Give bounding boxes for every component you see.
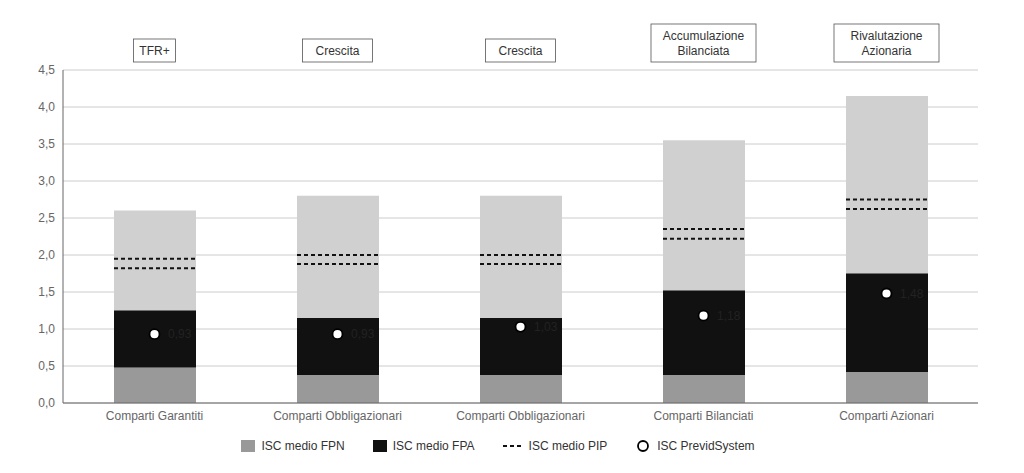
- svg-text:Comparti Garantiti: Comparti Garantiti: [106, 409, 203, 423]
- svg-text:Comparti Bilanciati: Comparti Bilanciati: [653, 409, 753, 423]
- svg-text:4,0: 4,0: [38, 100, 55, 114]
- svg-text:1,0: 1,0: [38, 322, 55, 336]
- svg-text:1,03: 1,03: [534, 320, 558, 334]
- svg-text:4,5: 4,5: [38, 63, 55, 77]
- html-text:ISC PrevidSystem: ISC PrevidSystem: [657, 439, 755, 453]
- html-text:ISC medio PIP: ISC medio PIP: [528, 439, 608, 453]
- svg-text:Comparti Obbligazionari: Comparti Obbligazionari: [273, 409, 402, 423]
- svg-text:2,0: 2,0: [38, 248, 55, 262]
- svg-text:3,0: 3,0: [38, 174, 55, 188]
- svg-text:3,5: 3,5: [38, 137, 55, 151]
- svg-text:1,5: 1,5: [38, 285, 55, 299]
- svg-text:0,93: 0,93: [168, 327, 192, 341]
- svg-text:RivalutazioneAzionaria: RivalutazioneAzionaria: [850, 29, 922, 58]
- svg-text:0,0: 0,0: [38, 396, 55, 410]
- svg-text:1,48: 1,48: [900, 287, 924, 301]
- svg-text:Crescita: Crescita: [315, 44, 359, 58]
- svg-text:0,5: 0,5: [38, 359, 55, 373]
- svg-text:Comparti Obbligazionari: Comparti Obbligazionari: [456, 409, 585, 423]
- svg-text:2,5: 2,5: [38, 211, 55, 225]
- svg-text:AccumulazioneBilanciata: AccumulazioneBilanciata: [663, 29, 745, 58]
- svg-text:Comparti Azionari: Comparti Azionari: [839, 409, 934, 423]
- html-text:ISC medio FPN: ISC medio FPN: [261, 439, 345, 453]
- svg-text:0,93: 0,93: [351, 327, 375, 341]
- html-text:ISC medio FPA: ISC medio FPA: [392, 439, 475, 453]
- svg-text:Crescita: Crescita: [498, 44, 542, 58]
- svg-text:TFR+: TFR+: [139, 44, 169, 58]
- svg-text:1,18: 1,18: [717, 309, 741, 323]
